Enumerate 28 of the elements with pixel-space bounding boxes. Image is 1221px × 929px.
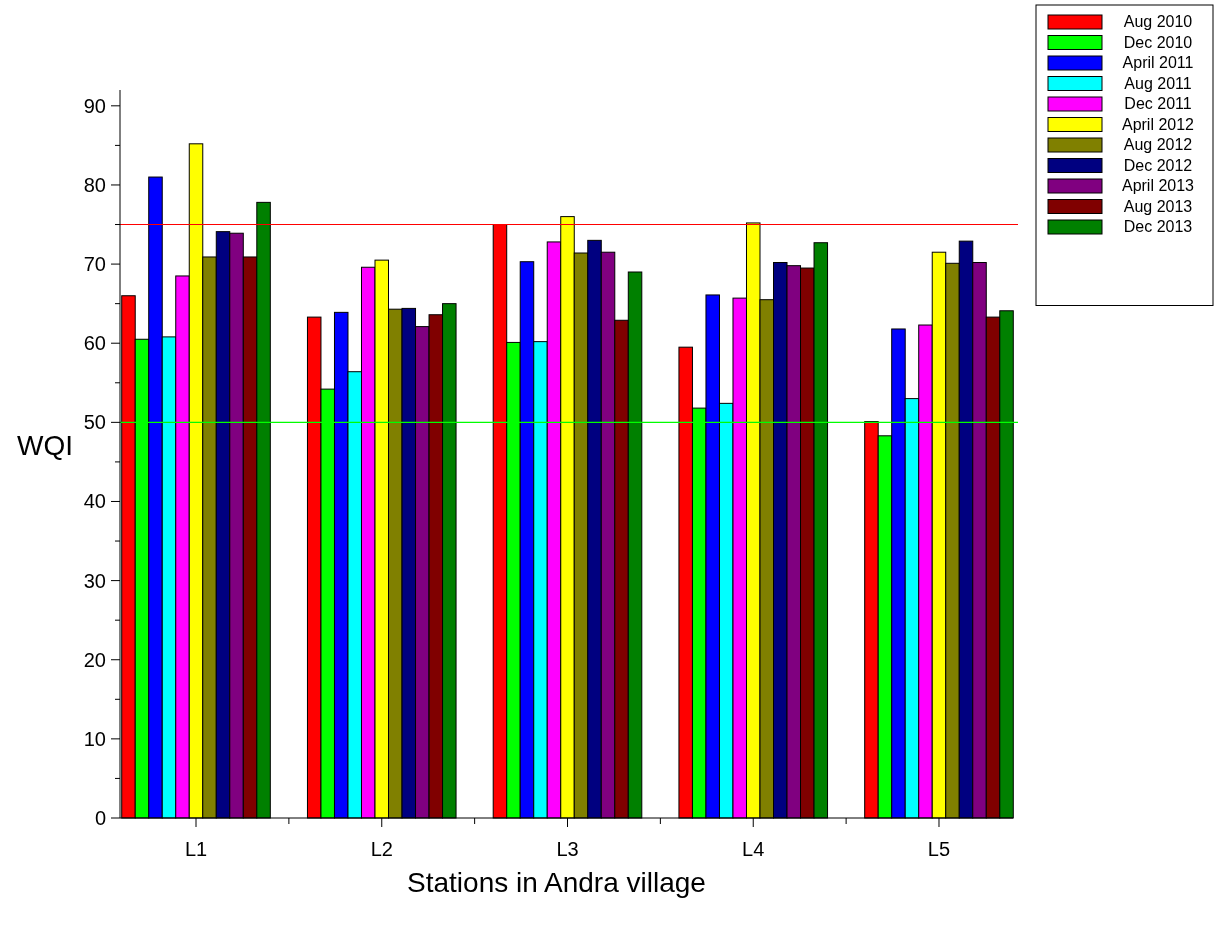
legend-label: Dec 2013 (1123, 218, 1193, 235)
y-tick-label: 70 (83, 253, 106, 276)
legend-label: Aug 2010 (1123, 13, 1193, 30)
y-tick-label: 50 (83, 411, 106, 434)
legend-label: Dec 2012 (1123, 156, 1193, 174)
y-tick-label: 60 (83, 332, 106, 355)
legend-label: Aug 2011 (1124, 74, 1192, 92)
y-axis-title: WQI (17, 430, 73, 461)
x-tick-label: L3 (556, 838, 579, 860)
x-tick-label: L5 (927, 838, 951, 860)
x-tick-label: L1 (184, 838, 208, 860)
legend-label: April 2013 (1121, 177, 1195, 194)
legend-label: April 2011 (1122, 54, 1194, 71)
y-tick-label: 30 (83, 569, 106, 592)
y-tick-label: 90 (83, 94, 106, 117)
y-tick-label: 0 (94, 807, 106, 829)
y-tick-label: 40 (83, 490, 106, 513)
y-tick-label: 20 (83, 648, 106, 671)
x-tick-label: L4 (742, 838, 765, 860)
x-tick-label: L2 (370, 838, 393, 860)
y-tick-label: 10 (83, 727, 106, 750)
legend-label: Aug 2013 (1123, 197, 1193, 215)
x-axis-title: Stations in Andra village (407, 867, 706, 898)
legend-label: Dec 2010 (1123, 33, 1193, 51)
legend-label: Aug 2012 (1123, 136, 1193, 153)
y-tick-label: 80 (83, 173, 106, 196)
legend-label: Dec 2011 (1124, 95, 1192, 112)
legend-label: April 2012 (1121, 115, 1195, 133)
